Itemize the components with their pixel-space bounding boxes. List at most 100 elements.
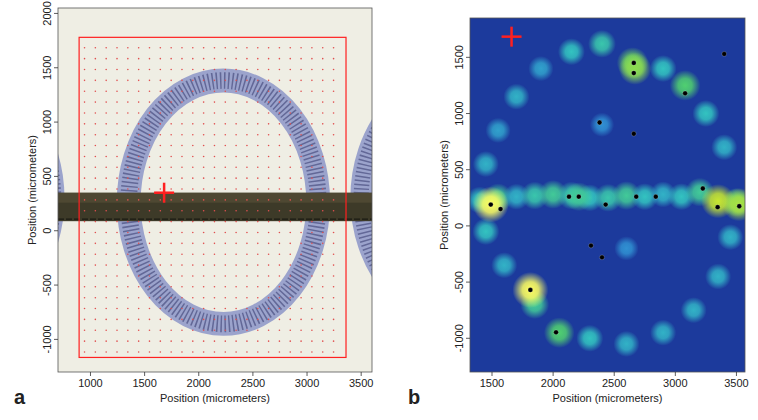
heatmap-background	[470, 18, 745, 372]
sampling-point	[138, 90, 140, 92]
sampling-point	[192, 80, 194, 82]
sampling-point	[235, 286, 237, 288]
sampling-point	[105, 134, 107, 136]
sampling-point	[192, 210, 194, 212]
x-tick-label: 1000	[78, 377, 102, 389]
x-tick	[736, 372, 737, 376]
sampling-point	[203, 221, 205, 223]
sampling-point	[214, 286, 216, 288]
sampling-point	[300, 80, 302, 82]
sampling-point	[160, 286, 162, 288]
heat-blob	[503, 84, 529, 110]
sampling-point	[203, 166, 205, 168]
sampling-point	[279, 329, 281, 331]
sampling-point	[84, 188, 86, 190]
plot-area	[470, 18, 745, 372]
sampling-point	[181, 221, 183, 223]
sampling-point	[170, 286, 172, 288]
sampling-point	[268, 156, 270, 158]
sampling-point	[333, 101, 335, 103]
sampling-point	[160, 156, 162, 158]
sampling-point	[149, 243, 151, 245]
sampling-point	[214, 123, 216, 125]
sampling-point	[203, 177, 205, 179]
sampling-point	[279, 58, 281, 60]
sampling-point	[300, 286, 302, 288]
sampling-point	[170, 188, 172, 190]
sampling-point	[127, 188, 129, 190]
sampling-point	[84, 69, 86, 71]
sampling-point	[214, 90, 216, 92]
sampling-point	[95, 112, 97, 114]
sampling-point	[95, 286, 97, 288]
sampling-point	[105, 351, 107, 353]
sampling-point	[268, 221, 270, 223]
sampling-point	[192, 177, 194, 179]
sampling-point	[149, 156, 151, 158]
sampling-point	[149, 69, 151, 71]
sampling-point	[160, 329, 162, 331]
sampling-point	[279, 210, 281, 212]
sampling-point	[268, 329, 270, 331]
sampling-point	[214, 297, 216, 299]
sampling-point	[214, 210, 216, 212]
sampling-point	[214, 47, 216, 49]
sampling-point	[268, 275, 270, 277]
sampling-point	[95, 297, 97, 299]
sampling-point	[289, 156, 291, 158]
sampling-point	[311, 275, 313, 277]
sampling-point	[257, 340, 259, 342]
sampling-point	[149, 123, 151, 125]
sampling-point	[300, 145, 302, 147]
sampling-point	[127, 134, 129, 136]
sampling-point	[224, 90, 226, 92]
sampling-point	[149, 166, 151, 168]
sampling-point	[333, 297, 335, 299]
sampling-point	[246, 232, 248, 234]
sampling-point	[149, 80, 151, 82]
sampling-point	[235, 69, 237, 71]
sampling-point	[181, 69, 183, 71]
sampling-point	[84, 123, 86, 125]
sampling-point	[192, 308, 194, 310]
sampling-point	[84, 199, 86, 201]
sampling-point	[279, 134, 281, 136]
sampling-point	[214, 275, 216, 277]
sampling-point	[289, 308, 291, 310]
sampling-point	[160, 134, 162, 136]
sampling-point	[203, 210, 205, 212]
sampling-point	[203, 156, 205, 158]
sampling-point	[214, 177, 216, 179]
sampling-point	[149, 90, 151, 92]
sampling-point	[116, 80, 118, 82]
heat-blob	[473, 187, 509, 223]
sampling-point	[160, 319, 162, 321]
sampling-point	[246, 177, 248, 179]
sampling-point	[170, 243, 172, 245]
sampling-point	[257, 177, 259, 179]
sampling-point	[214, 58, 216, 60]
sampling-point	[311, 319, 313, 321]
sampling-point	[214, 340, 216, 342]
sampling-point	[95, 340, 97, 342]
sampling-point	[268, 69, 270, 71]
sampling-point	[322, 58, 324, 60]
sampling-point	[127, 253, 129, 255]
sampling-point	[127, 101, 129, 103]
sampling-point	[235, 275, 237, 277]
sampling-point	[300, 166, 302, 168]
sampling-point	[224, 80, 226, 82]
sampling-point	[300, 210, 302, 212]
sampling-point	[160, 275, 162, 277]
sampling-point	[279, 319, 281, 321]
sampling-point	[224, 243, 226, 245]
sampling-point	[138, 221, 140, 223]
sampling-point	[224, 156, 226, 158]
sampling-point	[235, 166, 237, 168]
sampling-point	[192, 101, 194, 103]
sampling-point	[203, 145, 205, 147]
sampling-point	[311, 286, 313, 288]
sampling-point	[322, 123, 324, 125]
sampling-point	[268, 90, 270, 92]
sampling-point	[105, 188, 107, 190]
